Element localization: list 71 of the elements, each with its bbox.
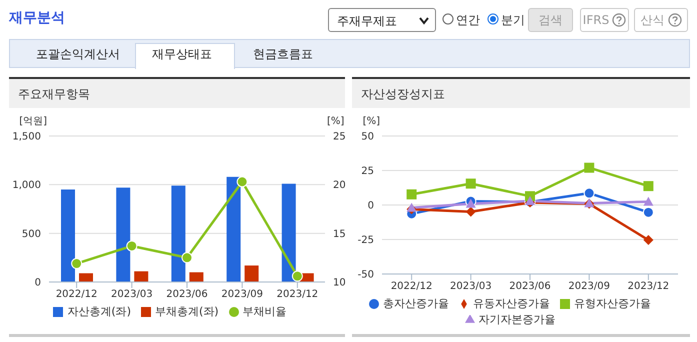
point xyxy=(406,202,417,212)
text: 연간 xyxy=(455,12,481,29)
text: 재무상태표 xyxy=(152,47,212,61)
button: 산식 xyxy=(634,8,688,32)
x-tick-label: 2023/03 xyxy=(111,289,153,300)
point xyxy=(643,181,654,192)
bar xyxy=(189,272,204,282)
y2-tick-label: 25 xyxy=(333,132,346,143)
button: 검색 xyxy=(528,8,573,32)
text: 포괄손익계산서 xyxy=(36,46,121,63)
y-axis-title: [%] xyxy=(362,116,380,127)
y-tick-label: 500 xyxy=(22,228,41,240)
bar xyxy=(226,176,241,282)
point xyxy=(406,189,417,200)
point xyxy=(466,198,476,208)
text: 현금흐름표 xyxy=(253,46,314,63)
bar xyxy=(282,184,296,282)
point xyxy=(643,196,654,206)
point xyxy=(236,176,248,188)
y-tick-label: 0 xyxy=(368,200,374,212)
chart-title: 주요재무항목 xyxy=(9,77,345,108)
legend-label: 유형자산증가율 xyxy=(574,297,651,310)
point xyxy=(466,178,476,189)
bar xyxy=(244,265,259,282)
button: IFRS xyxy=(580,8,629,32)
text: 재무분석 xyxy=(9,9,66,28)
bar xyxy=(79,273,93,282)
y-tick-label: 1,500 xyxy=(12,132,41,143)
legend-label: 자산총계(좌) xyxy=(67,305,131,318)
legend-label: 유동자산증가율 xyxy=(473,297,550,310)
legend-label: 자기자본증가율 xyxy=(478,313,556,326)
chart-title: 자산성장성지표 xyxy=(352,77,690,108)
point xyxy=(126,240,138,252)
x-tick-label: 2023/09 xyxy=(568,281,610,292)
point xyxy=(182,252,192,264)
point xyxy=(466,206,476,217)
legend-label: 총자산증가율 xyxy=(383,297,449,310)
point xyxy=(525,196,535,205)
bar xyxy=(116,188,130,282)
point xyxy=(584,162,594,173)
y-tick-label: -25 xyxy=(358,235,374,246)
y-tick-label: 50 xyxy=(361,132,374,143)
bar xyxy=(134,271,148,282)
x-tick-label: 2023/03 xyxy=(450,281,492,292)
bar xyxy=(61,190,75,282)
y2-tick-label: 20 xyxy=(333,180,346,192)
x-tick-label: 2023/12 xyxy=(276,289,318,300)
y-tick-label: -50 xyxy=(358,270,374,281)
point xyxy=(642,206,654,218)
point xyxy=(71,258,82,270)
y2-tick-label: 15 xyxy=(333,228,346,240)
point xyxy=(643,235,654,246)
point xyxy=(292,270,303,282)
bar xyxy=(171,186,186,282)
legend-label: 부채총계(좌) xyxy=(155,305,219,318)
legend-label: 부채비율 xyxy=(242,305,287,318)
y-tick-label: 25 xyxy=(361,166,374,178)
y-tick-label: 1,000 xyxy=(12,180,41,192)
x-tick-label: 2023/06 xyxy=(509,281,551,292)
point xyxy=(584,188,595,199)
y-tick-label: 0 xyxy=(34,278,41,289)
y-axis-title: [억원] xyxy=(19,116,48,127)
y2-axis-title: [%] xyxy=(327,116,344,127)
dropdown: 주재무제표 xyxy=(328,8,436,32)
x-tick-label: 2023/12 xyxy=(628,281,670,292)
x-tick-label: 2023/09 xyxy=(221,289,263,300)
x-tick-label: 2022/12 xyxy=(56,289,98,300)
y2-tick-label: 10 xyxy=(333,278,346,289)
x-tick-label: 2023/06 xyxy=(166,289,208,300)
text: 분기 xyxy=(500,12,526,29)
x-tick-label: 2022/12 xyxy=(390,281,432,292)
